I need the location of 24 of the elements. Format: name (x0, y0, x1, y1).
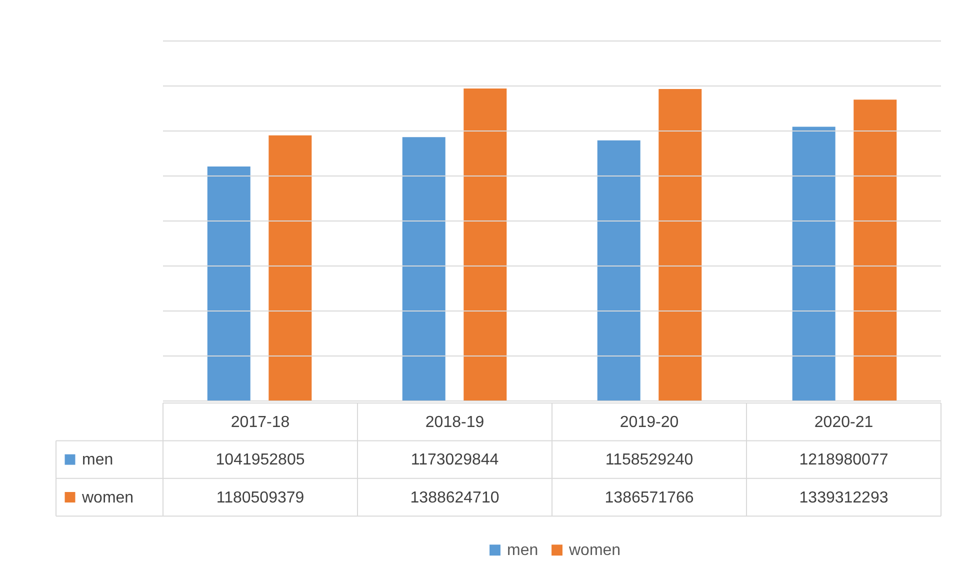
x-tick-label: 2020-21 (814, 414, 874, 431)
data-label: 1388624710 (410, 489, 500, 506)
legend-label: men (82, 452, 114, 469)
bar (268, 135, 312, 401)
bar (402, 137, 446, 401)
data-label: 1158529240 (605, 452, 694, 469)
data-label: 1173029844 (410, 452, 499, 469)
bar (597, 140, 640, 401)
legend-label: women (568, 542, 621, 560)
x-tick-label: 2019-20 (620, 414, 679, 431)
bar (464, 88, 507, 401)
data-label: 1386571766 (604, 489, 694, 506)
bar (658, 89, 702, 401)
data-label: 1180509379 (216, 489, 304, 506)
x-tick-label: 2018-19 (425, 414, 484, 431)
data-label: 1041952805 (216, 452, 305, 469)
data-label: 1339312293 (799, 489, 888, 506)
text: women (82, 489, 134, 506)
bar (792, 126, 836, 401)
text: men (507, 542, 538, 560)
data-label: 1218980077 (799, 452, 888, 469)
bar (854, 100, 897, 401)
bar (207, 166, 250, 401)
x-tick-label: 2017-18 (230, 414, 290, 431)
